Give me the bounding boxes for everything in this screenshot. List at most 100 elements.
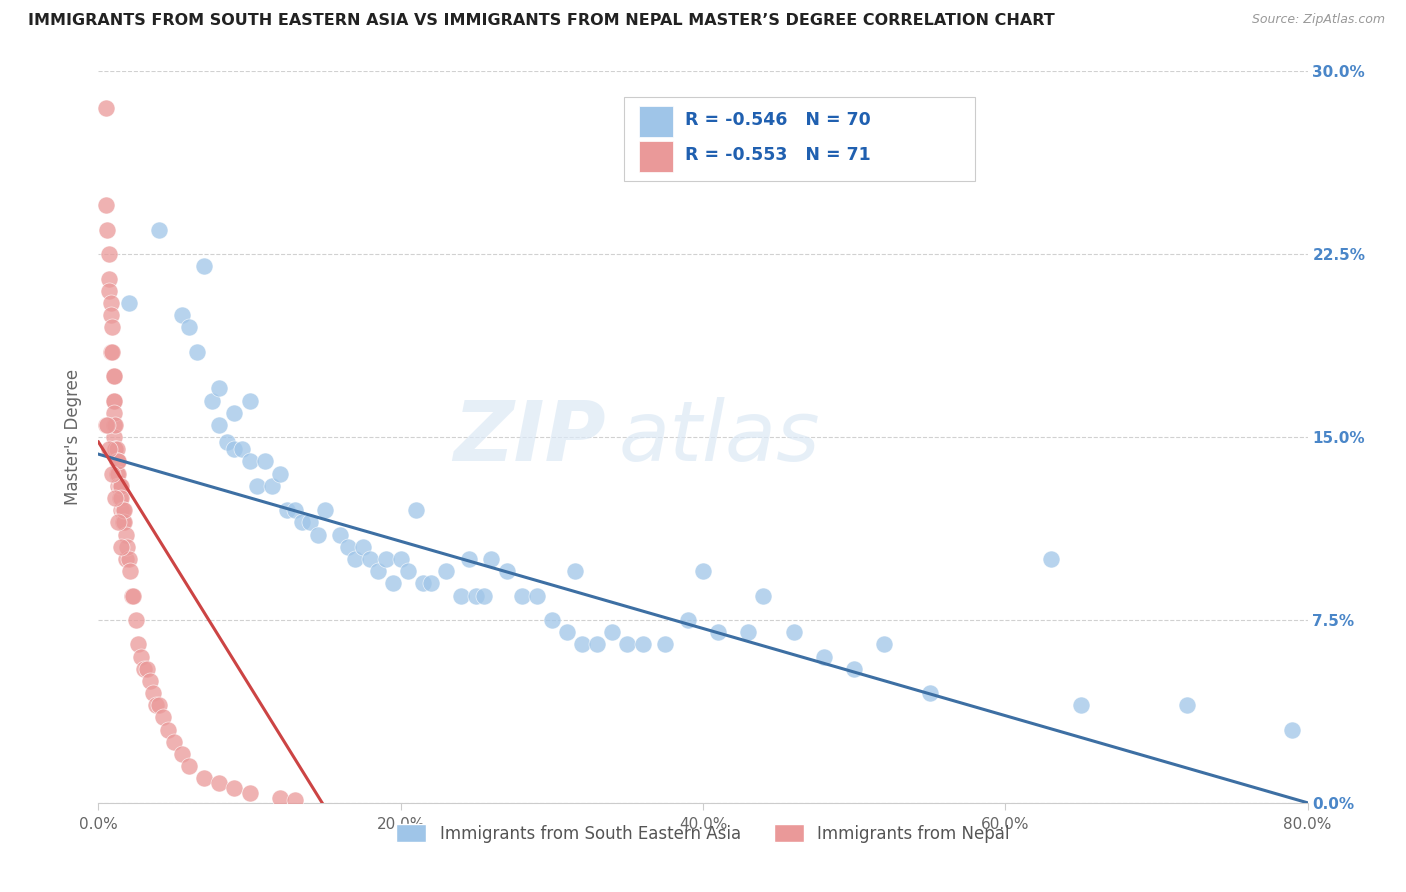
Point xyxy=(104,417,127,432)
Point xyxy=(239,786,262,800)
Point xyxy=(122,589,145,603)
Point xyxy=(465,589,488,603)
Point xyxy=(367,564,389,578)
Text: Source: ZipAtlas.com: Source: ZipAtlas.com xyxy=(1251,13,1385,27)
Text: ZIP: ZIP xyxy=(454,397,606,477)
Point xyxy=(101,467,124,481)
Point xyxy=(276,503,298,517)
Point xyxy=(111,516,134,530)
Point xyxy=(125,613,148,627)
Point xyxy=(110,491,132,505)
Point xyxy=(602,625,624,640)
Point xyxy=(96,223,118,237)
Point xyxy=(457,552,479,566)
Point xyxy=(813,649,835,664)
Point xyxy=(564,564,586,578)
Point xyxy=(555,625,578,640)
Point xyxy=(844,662,866,676)
Point xyxy=(139,673,162,688)
Point xyxy=(307,527,329,541)
Point xyxy=(253,454,276,468)
Point xyxy=(94,101,117,115)
Point xyxy=(208,381,231,395)
Point xyxy=(269,791,291,805)
Point xyxy=(586,637,609,651)
Point xyxy=(110,479,132,493)
Point xyxy=(107,467,129,481)
Point xyxy=(1070,698,1092,713)
Point xyxy=(412,576,434,591)
Point xyxy=(104,491,127,505)
Point xyxy=(918,686,941,700)
Point xyxy=(104,442,127,457)
Point xyxy=(374,552,396,566)
Point xyxy=(314,503,336,517)
Point xyxy=(224,442,246,457)
Point xyxy=(170,747,193,761)
Point xyxy=(291,516,314,530)
Point xyxy=(101,320,124,334)
Point xyxy=(132,662,155,676)
Point xyxy=(472,589,495,603)
Point xyxy=(336,540,359,554)
Point xyxy=(112,503,135,517)
Point xyxy=(103,369,125,384)
Point xyxy=(103,417,125,432)
Point xyxy=(148,698,170,713)
Point xyxy=(121,589,143,603)
Point xyxy=(215,434,238,449)
Point xyxy=(100,296,122,310)
Point xyxy=(481,552,503,566)
Point xyxy=(405,503,427,517)
Point xyxy=(284,503,307,517)
Point xyxy=(115,540,138,554)
Point xyxy=(186,344,208,359)
Point xyxy=(114,552,136,566)
Point xyxy=(107,516,129,530)
Point xyxy=(152,710,174,724)
Point xyxy=(100,308,122,322)
Point xyxy=(1039,552,1062,566)
Point xyxy=(118,552,141,566)
Point xyxy=(396,564,419,578)
Point xyxy=(107,454,129,468)
Point xyxy=(1175,698,1198,713)
Point xyxy=(1281,723,1303,737)
Point xyxy=(105,467,128,481)
Point xyxy=(107,454,129,468)
Point xyxy=(105,442,128,457)
Point xyxy=(873,637,896,651)
Point xyxy=(654,637,676,651)
Point xyxy=(108,479,131,493)
Point xyxy=(269,467,291,481)
Point xyxy=(329,527,352,541)
Point xyxy=(526,589,548,603)
Legend: Immigrants from South Eastern Asia, Immigrants from Nepal: Immigrants from South Eastern Asia, Immi… xyxy=(389,818,1017,849)
Point xyxy=(344,552,367,566)
Point xyxy=(98,442,121,457)
Point xyxy=(100,344,122,359)
Point xyxy=(163,735,186,749)
Point xyxy=(208,417,231,432)
Point xyxy=(193,772,215,786)
Point xyxy=(208,776,231,790)
Point xyxy=(148,223,170,237)
Point xyxy=(616,637,638,651)
Point xyxy=(118,296,141,310)
Point xyxy=(98,284,121,298)
Point xyxy=(110,540,132,554)
Point xyxy=(179,759,201,773)
Point xyxy=(114,527,136,541)
Point xyxy=(571,637,593,651)
Point xyxy=(420,576,443,591)
Point xyxy=(382,576,405,591)
Text: R = -0.546   N = 70: R = -0.546 N = 70 xyxy=(685,112,870,129)
Point xyxy=(110,503,132,517)
Text: R = -0.553   N = 71: R = -0.553 N = 71 xyxy=(685,145,870,164)
Point xyxy=(246,479,269,493)
Point xyxy=(103,369,125,384)
Point xyxy=(692,564,714,578)
Point xyxy=(352,540,374,554)
Point xyxy=(676,613,699,627)
Text: IMMIGRANTS FROM SOUTH EASTERN ASIA VS IMMIGRANTS FROM NEPAL MASTER’S DEGREE CORR: IMMIGRANTS FROM SOUTH EASTERN ASIA VS IM… xyxy=(28,13,1054,29)
